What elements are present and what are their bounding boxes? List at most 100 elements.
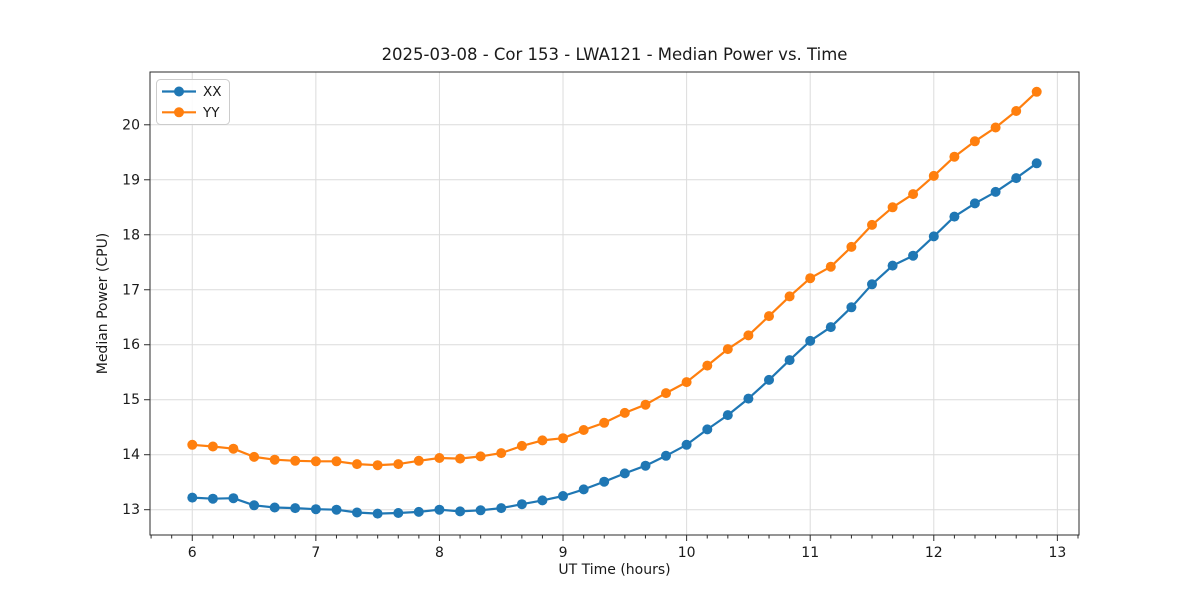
data-point-marker <box>681 377 692 388</box>
data-point-marker <box>928 231 939 242</box>
y-tick-label: 20 <box>122 117 140 133</box>
data-point-marker <box>887 202 898 213</box>
data-point-marker <box>908 189 919 200</box>
data-point-marker <box>228 493 239 504</box>
data-point-marker <box>990 186 1001 197</box>
data-point-marker <box>867 219 877 230</box>
data-point-marker <box>207 493 218 504</box>
data-point-marker <box>619 468 630 479</box>
data-point-marker <box>990 122 1001 133</box>
data-point-marker <box>825 322 836 333</box>
data-point-marker <box>846 241 857 252</box>
data-point-marker <box>805 273 816 284</box>
x-tick-label: 12 <box>925 545 943 561</box>
data-point-marker <box>516 499 527 510</box>
data-point-marker <box>475 451 486 462</box>
data-point-marker <box>887 260 898 271</box>
tick-labels: 6 7 8 9 10 11 12 13 13 14 15 16 17 18 19 20 <box>122 117 1066 561</box>
data-point-marker <box>496 503 507 514</box>
y-tick-label: 19 <box>122 172 140 188</box>
data-point-marker <box>393 508 404 518</box>
data-point-marker <box>722 410 733 421</box>
data-point-marker <box>743 330 754 341</box>
data-point-marker <box>743 393 754 404</box>
data-point-marker <box>187 439 198 450</box>
y-tick-label: 17 <box>122 282 140 298</box>
plot-border <box>149 71 1080 536</box>
data-point-marker <box>434 504 445 515</box>
data-point-marker <box>269 454 280 465</box>
data-point-marker <box>516 440 527 451</box>
data-point-marker <box>434 453 445 463</box>
data-point-marker <box>413 455 424 466</box>
y-tick-label: 13 <box>122 502 140 518</box>
data-point-marker <box>537 435 548 446</box>
data-point-marker <box>764 374 774 385</box>
chart-title: 2025-03-08 - Cor 153 - LWA121 - Median P… <box>382 45 848 64</box>
y-tick-label: 16 <box>122 337 140 353</box>
series-yy-line <box>191 90 1038 467</box>
y-tick-label: 15 <box>122 392 140 408</box>
data-point-marker <box>825 261 836 272</box>
data-point-marker <box>228 443 239 454</box>
data-point-marker <box>619 407 630 418</box>
x-tick-label: 8 <box>435 545 444 561</box>
data-point-marker <box>702 360 713 371</box>
x-tick-label: 11 <box>801 545 819 561</box>
data-point-marker <box>331 456 342 467</box>
data-point-marker <box>455 506 466 517</box>
x-tick-label: 6 <box>188 545 197 561</box>
legend-label: YY <box>202 105 220 121</box>
data-point-marker <box>599 476 610 487</box>
data-point-marker <box>187 492 198 503</box>
data-point-marker <box>928 170 939 181</box>
data-point-marker <box>310 504 321 515</box>
x-tick-label: 13 <box>1048 545 1066 561</box>
data-point-marker <box>1011 173 1022 184</box>
data-point-marker <box>661 450 671 461</box>
legend-marker-sample <box>174 107 184 118</box>
data-point-marker <box>969 136 980 147</box>
data-point-marker <box>537 495 548 506</box>
legend-marker-sample <box>174 86 184 97</box>
data-point-marker <box>352 459 362 470</box>
series-xx <box>187 158 1042 519</box>
data-series <box>187 86 1042 519</box>
data-point-marker <box>352 507 362 518</box>
data-point-marker <box>496 448 507 459</box>
data-point-marker <box>908 250 919 261</box>
data-point-marker <box>331 504 342 515</box>
data-point-marker <box>722 344 733 355</box>
data-point-marker <box>558 491 568 501</box>
data-point-marker <box>949 211 960 222</box>
data-point-marker <box>805 335 816 346</box>
data-point-marker <box>846 302 857 313</box>
data-point-marker <box>578 425 589 435</box>
x-axis-label: UT Time (hours) <box>558 562 670 578</box>
data-point-marker <box>372 460 383 471</box>
legend-item-xx: XX <box>162 84 222 100</box>
data-point-marker <box>784 355 795 366</box>
x-tick-label: 7 <box>311 545 320 561</box>
x-tick-label: 10 <box>678 545 696 561</box>
y-tick-label: 18 <box>122 227 140 243</box>
data-point-marker <box>393 459 404 470</box>
data-point-marker <box>1011 106 1022 116</box>
data-point-marker <box>290 455 301 466</box>
y-axis-label: Median Power (CPU) <box>95 233 111 375</box>
y-tick-label: 14 <box>122 447 140 463</box>
data-point-marker <box>681 439 692 450</box>
data-point-marker <box>413 506 424 517</box>
data-point-marker <box>640 460 651 471</box>
data-point-marker <box>949 151 960 162</box>
data-point-marker <box>207 441 218 452</box>
data-point-marker <box>249 451 260 462</box>
data-point-marker <box>784 291 795 302</box>
data-point-marker <box>764 311 774 322</box>
data-point-marker <box>558 433 568 444</box>
data-point-marker <box>1031 86 1042 97</box>
gridlines <box>150 72 1079 535</box>
axes <box>144 71 1080 541</box>
data-point-marker <box>290 503 301 514</box>
